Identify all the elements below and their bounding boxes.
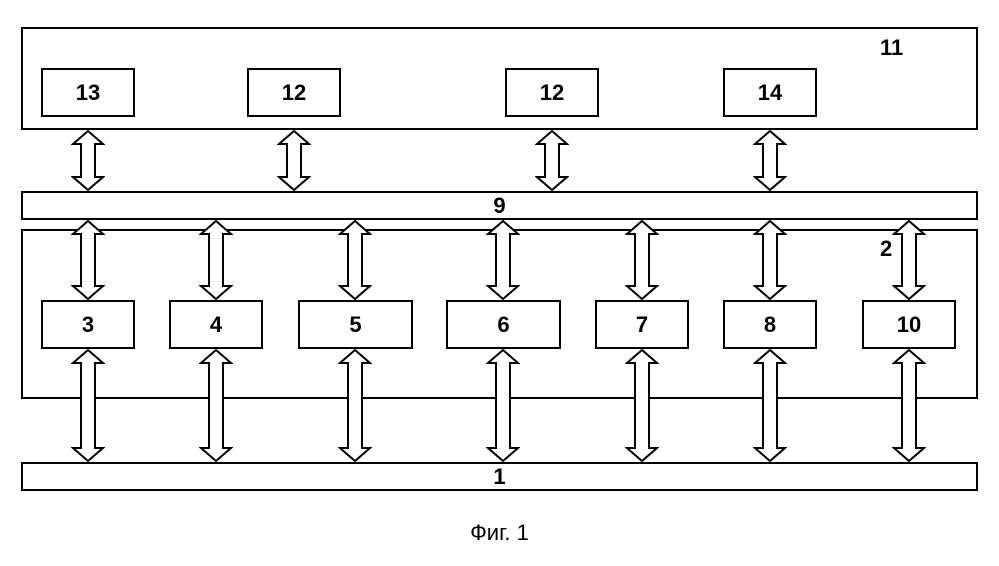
node-6: 6 bbox=[446, 300, 561, 349]
bar-label: 1 bbox=[493, 464, 505, 490]
double-arrow bbox=[277, 130, 311, 191]
node-12: 12 bbox=[505, 68, 599, 117]
node-label: 3 bbox=[82, 312, 94, 338]
double-arrow bbox=[338, 220, 372, 300]
figure-caption: Фиг. 1 bbox=[0, 520, 999, 546]
container-11 bbox=[21, 27, 978, 130]
node-4: 4 bbox=[169, 300, 263, 349]
node-13: 13 bbox=[41, 68, 135, 117]
node-8: 8 bbox=[723, 300, 817, 349]
bar-label: 9 bbox=[493, 193, 505, 219]
node-12: 12 bbox=[247, 68, 341, 117]
double-arrow bbox=[753, 220, 787, 300]
node-label: 10 bbox=[897, 312, 921, 338]
double-arrow bbox=[892, 349, 926, 462]
double-arrow bbox=[892, 220, 926, 300]
double-arrow bbox=[753, 130, 787, 191]
node-label: 5 bbox=[349, 312, 361, 338]
node-14: 14 bbox=[723, 68, 817, 117]
double-arrow bbox=[199, 349, 233, 462]
node-label: 4 bbox=[210, 312, 222, 338]
double-arrow bbox=[71, 349, 105, 462]
bar-1: 1 bbox=[21, 462, 978, 491]
node-label: 8 bbox=[764, 312, 776, 338]
node-7: 7 bbox=[595, 300, 689, 349]
bar-9: 9 bbox=[21, 191, 978, 220]
node-5: 5 bbox=[298, 300, 413, 349]
node-label: 6 bbox=[497, 312, 509, 338]
node-label: 13 bbox=[76, 80, 100, 106]
double-arrow bbox=[71, 130, 105, 191]
double-arrow bbox=[753, 349, 787, 462]
node-label: 12 bbox=[282, 80, 306, 106]
double-arrow bbox=[486, 220, 520, 300]
double-arrow bbox=[338, 349, 372, 462]
double-arrow bbox=[486, 349, 520, 462]
diagram-canvas: 112911312121434567810Фиг. 1 bbox=[0, 0, 999, 566]
node-3: 3 bbox=[41, 300, 135, 349]
double-arrow bbox=[625, 349, 659, 462]
node-label: 7 bbox=[636, 312, 648, 338]
node-10: 10 bbox=[862, 300, 956, 349]
double-arrow bbox=[199, 220, 233, 300]
double-arrow bbox=[535, 130, 569, 191]
node-label: 12 bbox=[540, 80, 564, 106]
node-label: 14 bbox=[758, 80, 782, 106]
double-arrow bbox=[625, 220, 659, 300]
double-arrow bbox=[71, 220, 105, 300]
